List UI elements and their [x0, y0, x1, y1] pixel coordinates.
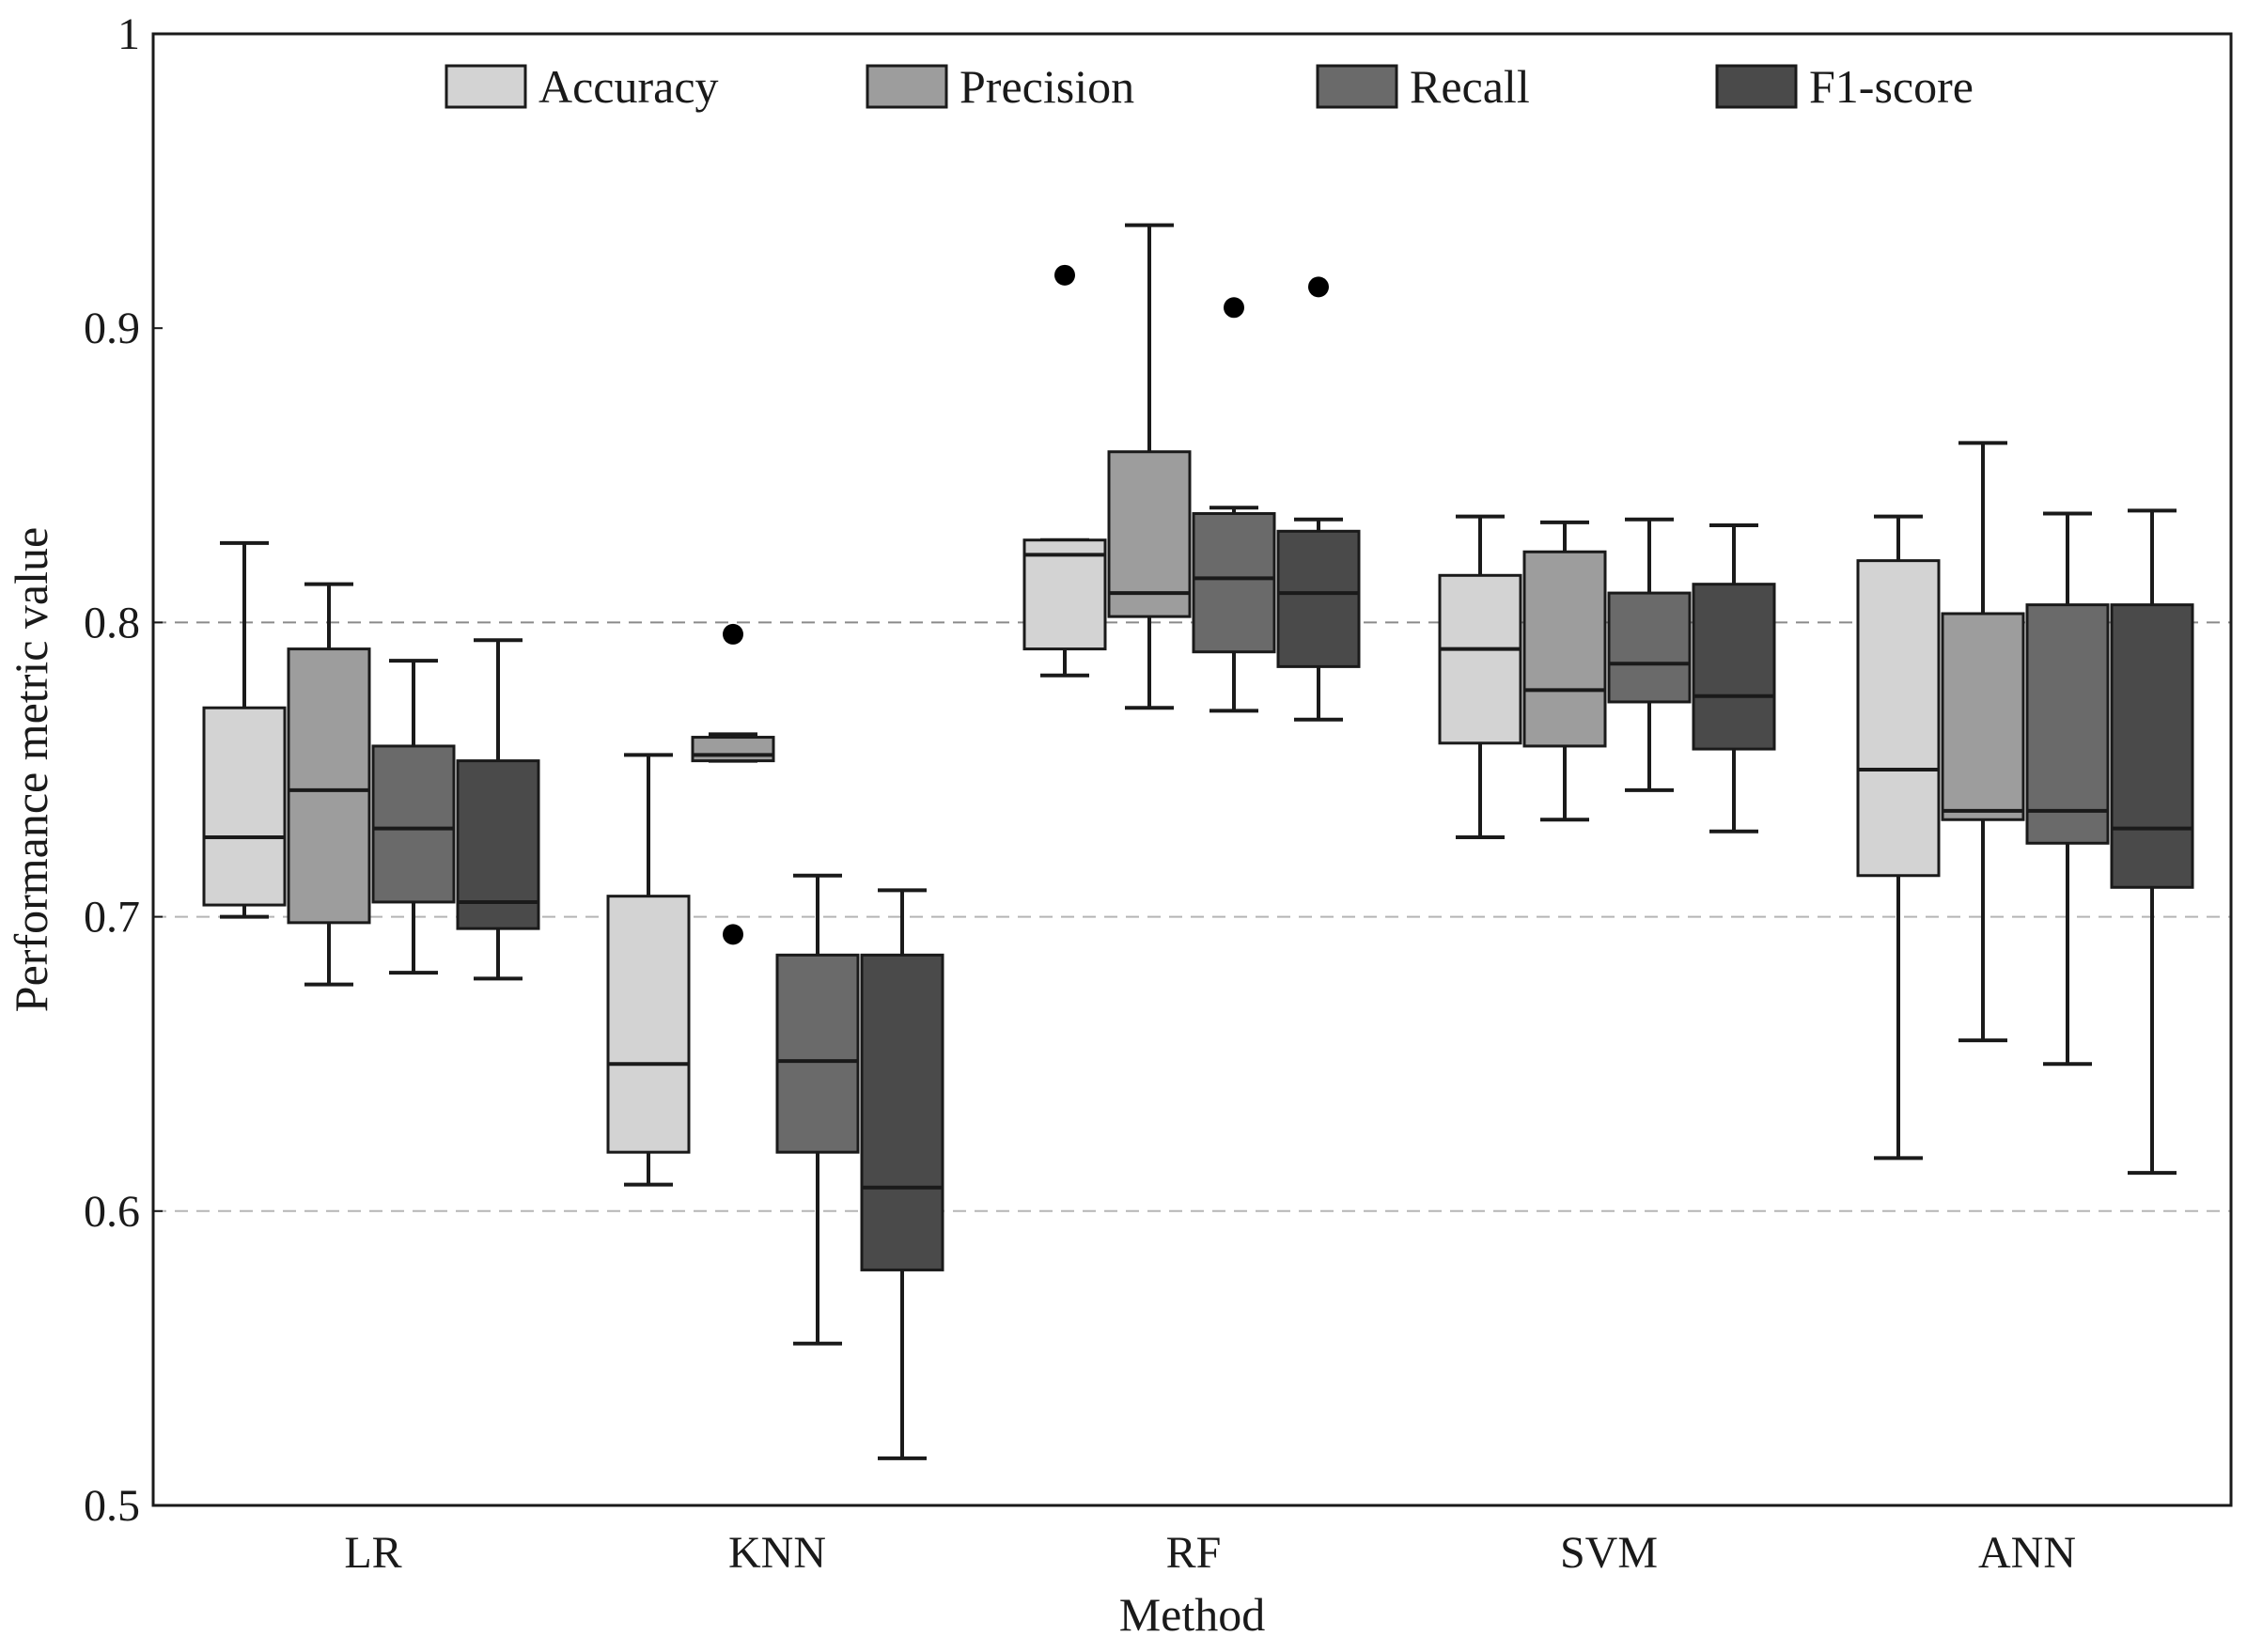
x-tick-label: ANN [1978, 1528, 2076, 1578]
y-tick-label: 0.6 [84, 1187, 140, 1237]
boxes [202, 223, 2194, 1460]
box-recall-knn [775, 873, 860, 1346]
box-precision-rf [1107, 223, 1192, 710]
box-precision-svm [1522, 520, 1607, 822]
box-iqr [1192, 512, 1276, 654]
box-iqr [371, 744, 456, 904]
outlier-point [723, 623, 743, 645]
x-axis-title: Method [1119, 1588, 1266, 1641]
box-iqr [1107, 450, 1192, 618]
box-iqr [2110, 603, 2194, 889]
box-accuracy-svm [1438, 514, 1522, 840]
box-iqr [1856, 559, 1941, 878]
box-accuracy-lr [202, 540, 287, 919]
box-iqr [1522, 550, 1607, 748]
legend-label-recall: Recall [1410, 60, 1530, 113]
box-iqr [202, 706, 287, 907]
y-tick-label: 0.8 [84, 598, 140, 647]
outlier-point [723, 924, 743, 945]
box-accuracy-rf [1022, 264, 1107, 678]
box-iqr [1941, 612, 2025, 821]
box-precision-knn [691, 623, 775, 945]
box-iqr [1022, 538, 1107, 651]
box-accuracy-ann [1856, 514, 1941, 1161]
legend-label-precision: Precision [960, 60, 1134, 113]
outlier-point [1308, 276, 1329, 298]
box-iqr [287, 647, 371, 925]
box-recall-svm [1607, 517, 1692, 792]
outlier-point [1224, 297, 1244, 319]
box-iqr [1607, 591, 1692, 704]
box-iqr [775, 953, 860, 1154]
box-iqr [1276, 529, 1361, 668]
legend-label-accuracy: Accuracy [538, 60, 719, 113]
box-f1-score-ann [2110, 508, 2194, 1176]
box-iqr [606, 895, 691, 1154]
y-tick-label: 0.7 [84, 893, 140, 943]
box-precision-ann [1941, 441, 2025, 1043]
x-tick-label: RF [1166, 1528, 1222, 1578]
box-iqr [1438, 573, 1522, 745]
box-recall-rf [1192, 297, 1276, 713]
legend-swatch-f1-score [1715, 64, 1798, 109]
plot-frame [151, 32, 2233, 1507]
box-f1-score-svm [1692, 523, 1776, 834]
outlier-point [1054, 264, 1075, 286]
legend-swatch-recall [1316, 64, 1398, 109]
x-tick-label: LR [344, 1528, 401, 1578]
legend-label-f1-score: F1-score [1809, 60, 1974, 113]
y-axis-title: Performance metric value [5, 527, 57, 1012]
box-iqr [1692, 583, 1776, 751]
legend: Accuracy Precision Recall F1-score [445, 60, 1974, 113]
x-tick-label: KNN [728, 1528, 826, 1578]
box-accuracy-knn [606, 753, 691, 1187]
box-recall-lr [371, 659, 456, 975]
box-f1-score-lr [456, 638, 540, 981]
box-f1-score-knn [860, 888, 944, 1460]
x-tick-label: SVM [1560, 1528, 1658, 1578]
y-tick-label: 0.9 [84, 304, 140, 353]
legend-swatch-accuracy [445, 64, 527, 109]
box-iqr [860, 953, 944, 1271]
box-precision-lr [287, 582, 371, 987]
y-tick-label: 1 [117, 9, 140, 59]
box-f1-score-rf [1276, 276, 1361, 722]
y-tick-label: 0.5 [84, 1481, 140, 1531]
legend-swatch-precision [866, 64, 948, 109]
box-iqr [691, 736, 775, 763]
axes: 0.5 0.6 0.7 0.8 0.9 1 LR KNN RF SVM ANN [84, 9, 2076, 1578]
box-iqr [2025, 603, 2110, 845]
box-recall-ann [2025, 511, 2110, 1067]
